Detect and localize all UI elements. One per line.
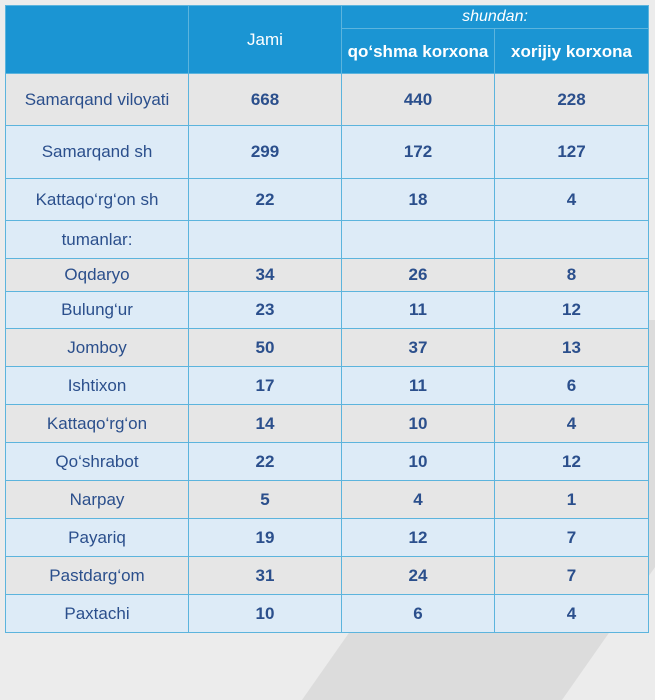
row-jami-value: 19 — [188, 518, 342, 557]
row-foreign-value: 4 — [494, 594, 649, 633]
row-jami-value: 668 — [188, 73, 342, 126]
row-region-name: Kattaqo‘rg‘on — [5, 404, 189, 443]
row-region-name: Paxtachi — [5, 594, 189, 633]
row-region-name: Payariq — [5, 518, 189, 557]
table-row: Bulung‘ur 23 11 12 — [5, 291, 649, 329]
row-region-name: Ishtixon — [5, 366, 189, 405]
row-foreign-value: 127 — [494, 125, 649, 179]
enterprises-table: Jami shundan: qo‘shma korxona xorijiy ko… — [5, 4, 649, 633]
row-jami-value: 50 — [188, 328, 342, 367]
header-jami: Jami — [188, 5, 342, 74]
row-region-name: Qo‘shrabot — [5, 442, 189, 481]
row-foreign-value: 228 — [494, 73, 649, 126]
row-foreign-value: 8 — [494, 258, 649, 292]
table-row: Kattaqo‘rg‘on sh 22 18 4 — [5, 178, 649, 221]
row-joint-value: 12 — [341, 518, 495, 557]
row-joint-value: 6 — [341, 594, 495, 633]
row-jami-value: 17 — [188, 366, 342, 405]
row-region-name: Oqdaryo — [5, 258, 189, 292]
row-foreign-value: 12 — [494, 442, 649, 481]
row-jami-value: 5 — [188, 480, 342, 519]
header-joint-enterprise: qo‘shma korxona — [341, 28, 495, 74]
row-jami-value: 14 — [188, 404, 342, 443]
table-row: Payariq 19 12 7 — [5, 518, 649, 557]
row-region-name: Kattaqo‘rg‘on sh — [5, 178, 189, 221]
row-region-name: Pastdarg‘om — [5, 556, 189, 595]
row-joint-value: 4 — [341, 480, 495, 519]
row-jami-value: 23 — [188, 291, 342, 329]
table-row: Ishtixon 17 11 6 — [5, 366, 649, 405]
table-row: Qo‘shrabot 22 10 12 — [5, 442, 649, 481]
row-foreign-value: 7 — [494, 556, 649, 595]
row-foreign-value: 4 — [494, 404, 649, 443]
header-foreign-enterprise: xorijiy korxona — [494, 28, 649, 74]
row-foreign-value: 4 — [494, 178, 649, 221]
header-group-shundan: shundan: — [341, 4, 649, 30]
row-joint-value: 10 — [341, 404, 495, 443]
row-joint-value: 10 — [341, 442, 495, 481]
row-joint-value: 24 — [341, 556, 495, 595]
table-row: Kattaqo‘rg‘on 14 10 4 — [5, 404, 649, 443]
row-region-name: Narpay — [5, 480, 189, 519]
row-jami-value: 22 — [188, 442, 342, 481]
table-row: tumanlar: — [5, 220, 649, 259]
row-foreign-value: 6 — [494, 366, 649, 405]
table-row: Narpay 5 4 1 — [5, 480, 649, 519]
row-jami-value: 31 — [188, 556, 342, 595]
row-jami-value — [188, 220, 342, 259]
table-row: Pastdarg‘om 31 24 7 — [5, 556, 649, 595]
table-row: Jomboy 50 37 13 — [5, 328, 649, 367]
row-region-name: Samarqand viloyati — [5, 73, 189, 126]
row-jami-value: 299 — [188, 125, 342, 179]
row-joint-value: 26 — [341, 258, 495, 292]
table-row: Samarqand sh 299 172 127 — [5, 125, 649, 179]
row-foreign-value: 1 — [494, 480, 649, 519]
row-jami-value: 22 — [188, 178, 342, 221]
header-region — [5, 5, 189, 74]
row-joint-value: 440 — [341, 73, 495, 126]
row-joint-value: 11 — [341, 366, 495, 405]
row-foreign-value: 12 — [494, 291, 649, 329]
row-joint-value: 11 — [341, 291, 495, 329]
row-region-name: Jomboy — [5, 328, 189, 367]
row-joint-value: 172 — [341, 125, 495, 179]
row-foreign-value: 7 — [494, 518, 649, 557]
row-joint-value: 18 — [341, 178, 495, 221]
row-region-name: tumanlar: — [5, 220, 189, 259]
row-joint-value: 37 — [341, 328, 495, 367]
row-jami-value: 10 — [188, 594, 342, 633]
row-region-name: Bulung‘ur — [5, 291, 189, 329]
table-row: Oqdaryo 34 26 8 — [5, 258, 649, 292]
row-region-name: Samarqand sh — [5, 125, 189, 179]
row-joint-value — [341, 220, 495, 259]
row-foreign-value: 13 — [494, 328, 649, 367]
table-row: Samarqand viloyati 668 440 228 — [5, 73, 649, 126]
row-foreign-value — [494, 220, 649, 259]
row-jami-value: 34 — [188, 258, 342, 292]
table-row: Paxtachi 10 6 4 — [5, 594, 649, 633]
